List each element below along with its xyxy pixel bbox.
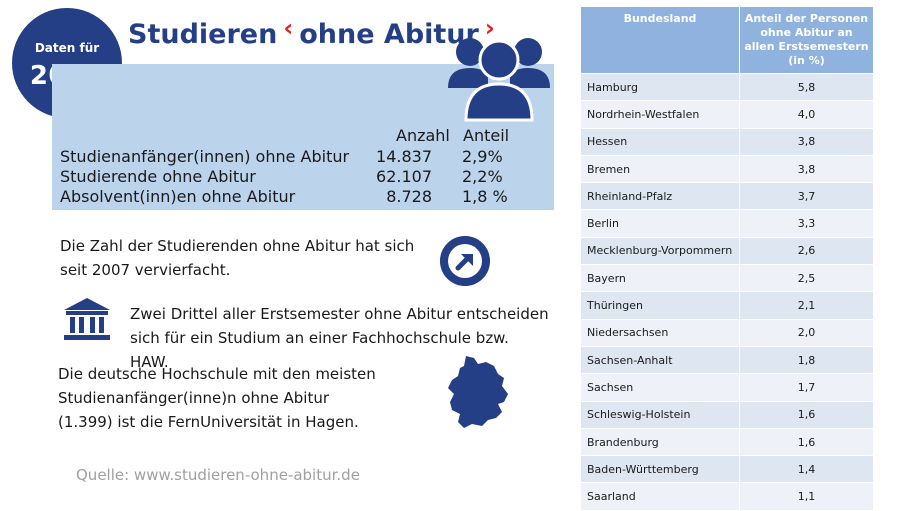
stats-header-share: Anteil: [463, 126, 510, 145]
table-row: Saarland 1,1: [580, 482, 874, 511]
table-row: Brandenburg 1,6: [580, 427, 874, 457]
stats-row-count: 14.837: [376, 147, 432, 166]
germany-map-icon: [448, 356, 508, 428]
fact-fernuni: Die deutsche Hochschule mit den meisten …: [58, 365, 376, 431]
title-part-1: Studieren: [128, 18, 278, 50]
table-cell-value: 3,7: [739, 182, 874, 211]
table-cell-value: 3,8: [739, 127, 874, 156]
table-row: Niedersachsen 2,0: [580, 318, 874, 347]
fact-growth: Die Zahl der Studierenden ohne Abitur ha…: [60, 237, 415, 279]
title-chevron-left: ‹: [283, 14, 294, 42]
table-row: Mecklenburg-Vorpommern 2,6: [580, 236, 874, 266]
page-title: Studieren ‹ ohne Abitur ›: [128, 14, 501, 52]
table-header-value: Anteil der Personen ohne Abitur an allen…: [739, 6, 874, 74]
table-header-state: Bundesland: [580, 6, 740, 74]
stats-row-label: Studierende ohne Abitur: [60, 167, 256, 186]
stats-header-count: Anzahl: [396, 126, 450, 145]
stats-row-count: 62.107: [376, 167, 432, 186]
table-cell-state: Nordrhein-Westfalen: [580, 100, 740, 129]
table-cell-value: 2,5: [739, 264, 874, 293]
table-cell-value: 1,7: [739, 373, 874, 402]
table-row: Baden-Württemberg 1,4: [580, 455, 874, 484]
table-cell-state: Berlin: [580, 209, 740, 238]
table-row: Berlin 3,3: [580, 209, 874, 238]
table-cell-value: 1,1: [739, 482, 874, 511]
stats-row-share: 2,2%: [462, 167, 503, 186]
stats-row-label: Absolvent(inn)en ohne Abitur: [60, 187, 296, 206]
table-row: Bremen 3,8: [580, 154, 874, 184]
university-building-icon: [64, 298, 110, 340]
table-header-row: Bundesland Anteil der Personen ohne Abit…: [580, 6, 874, 74]
table-cell-state: Mecklenburg-Vorpommern: [580, 236, 740, 266]
table-cell-state: Sachsen-Anhalt: [580, 345, 740, 375]
fact-fachhochschule: Zwei Drittel aller Erstsemester ohne Abi…: [130, 305, 549, 371]
table-cell-value: 2,1: [739, 291, 874, 320]
arrow-up-right-icon: [440, 236, 490, 286]
table-cell-value: 1,6: [739, 427, 874, 457]
title-part-2: ohne Abitur: [299, 18, 479, 50]
stats-row-share: 1,8 %: [462, 187, 508, 206]
table-cell-state: Niedersachsen: [580, 318, 740, 347]
people-icon: [448, 38, 550, 122]
table-row: Sachsen 1,7: [580, 373, 874, 402]
table-cell-state: Bayern: [580, 264, 740, 293]
table-row: Nordrhein-Westfalen 4,0: [580, 100, 874, 129]
table-row: Thüringen 2,1: [580, 291, 874, 320]
table-cell-value: 1,4: [739, 455, 874, 484]
table-row: Bayern 2,5: [580, 264, 874, 293]
table-cell-value: 1,6: [739, 400, 874, 429]
table-cell-state: Hamburg: [580, 72, 740, 102]
state-share-table: Bundesland Anteil der Personen ohne Abit…: [580, 6, 874, 511]
table-cell-state: Rheinland-Pfalz: [580, 182, 740, 211]
table-cell-state: Brandenburg: [580, 427, 740, 457]
table-row: Schleswig-Holstein 1,6: [580, 400, 874, 429]
table-cell-state: Hessen: [580, 127, 740, 156]
table-cell-value: 5,8: [739, 72, 874, 102]
table-row: Hamburg 5,8: [580, 72, 874, 102]
table-cell-value: 2,6: [739, 236, 874, 266]
stats-panel: Anzahl Anteil Studienanfänger(innen) ohn…: [52, 64, 554, 210]
table-cell-state: Thüringen: [580, 291, 740, 320]
table-cell-state: Bremen: [580, 154, 740, 184]
table-cell-state: Baden-Württemberg: [580, 455, 740, 484]
title-chevron-right: ›: [484, 14, 495, 42]
table-row: Hessen 3,8: [580, 127, 874, 156]
stats-row-count: 8.728: [386, 187, 432, 206]
source-note: Quelle: www.studieren-ohne-abitur.de: [76, 466, 360, 484]
stats-row-label: Studienanfänger(innen) ohne Abitur: [60, 147, 350, 166]
badge-label: Daten für: [34, 41, 100, 55]
table-row: Sachsen-Anhalt 1,8: [580, 345, 874, 375]
table-cell-value: 3,3: [739, 209, 874, 238]
table-cell-state: Saarland: [580, 482, 740, 511]
table-cell-value: 2,0: [739, 318, 874, 347]
table-cell-state: Schleswig-Holstein: [580, 400, 740, 429]
stats-row-share: 2,9%: [462, 147, 503, 166]
table-cell-value: 1,8: [739, 345, 874, 375]
table-row: Rheinland-Pfalz 3,7: [580, 182, 874, 211]
table-cell-value: 4,0: [739, 100, 874, 129]
table-cell-state: Sachsen: [580, 373, 740, 402]
table-cell-value: 3,8: [739, 154, 874, 184]
